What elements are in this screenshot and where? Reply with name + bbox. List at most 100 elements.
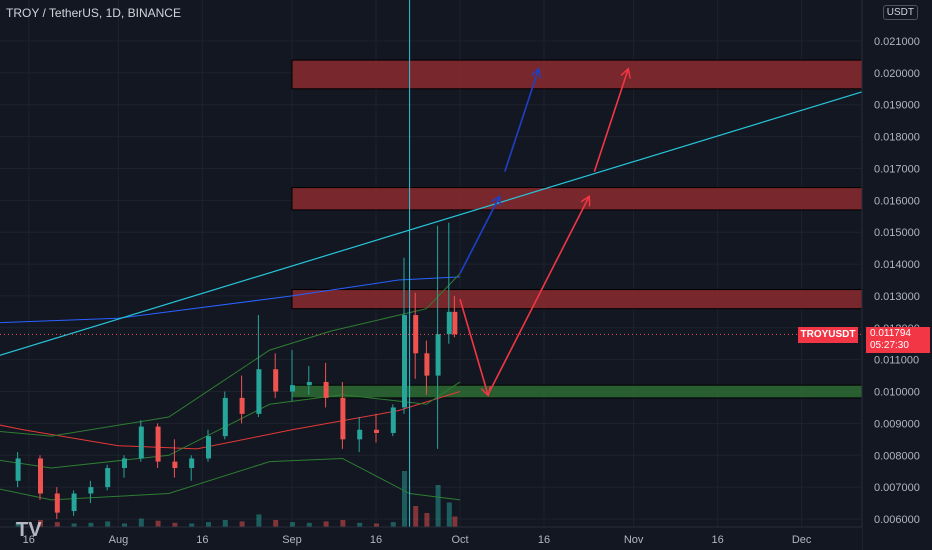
- candle-body: [172, 461, 178, 469]
- y-tick-label: 0.014000: [874, 259, 920, 271]
- currency-button[interactable]: USDT: [882, 5, 918, 20]
- y-tick-label: 0.008000: [874, 450, 920, 462]
- volume-bar: [446, 502, 452, 527]
- candle-body: [155, 426, 161, 462]
- volume-bar: [105, 521, 111, 527]
- volume-bar: [424, 513, 430, 527]
- volume-bar: [222, 520, 228, 527]
- volume-bar: [138, 518, 144, 527]
- volume-bar: [413, 506, 419, 527]
- resistance-zone: [291, 59, 863, 90]
- volume-bar: [273, 520, 279, 527]
- y-tick-label: 0.021000: [874, 36, 920, 48]
- candle-body: [206, 436, 211, 459]
- candle-body: [222, 397, 228, 437]
- candle-body: [88, 487, 94, 494]
- x-tick-label: 16: [711, 534, 723, 546]
- candle-body: [189, 458, 195, 469]
- resistance-zone: [291, 187, 863, 211]
- volume-bar: [88, 522, 94, 527]
- tradingview-logo-icon: TV: [16, 519, 42, 541]
- moving-average-line: [0, 276, 461, 324]
- candle-body: [122, 458, 127, 469]
- x-tick-label: Oct: [451, 534, 468, 546]
- candle-body: [452, 311, 458, 335]
- volume-bar: [38, 520, 43, 527]
- y-tick-label: 0.013000: [874, 291, 920, 303]
- volume-bar: [452, 516, 458, 527]
- x-tick-label: 16: [196, 534, 208, 546]
- x-tick-label: Aug: [109, 534, 129, 546]
- volume-bar: [172, 522, 178, 527]
- projection-arrow: [504, 70, 539, 172]
- candle-body: [357, 429, 363, 440]
- x-tick-label: Nov: [624, 534, 644, 546]
- x-tick-label: 16: [538, 534, 550, 546]
- resistance-zone: [291, 289, 863, 310]
- y-tick-label: 0.017000: [874, 163, 920, 175]
- volume-bar: [122, 523, 127, 527]
- volume-bar: [256, 514, 262, 527]
- candle-body: [273, 369, 279, 392]
- volume-bar: [374, 523, 379, 527]
- last-price-value: 0.011794: [870, 328, 911, 339]
- y-tick-label: 0.009000: [874, 418, 920, 430]
- x-tick-label: Dec: [792, 534, 812, 546]
- volume-bar: [306, 522, 312, 527]
- y-tick-label: 0.010000: [874, 387, 920, 399]
- projection-arrow: [459, 298, 488, 395]
- projection-arrow: [593, 70, 628, 172]
- y-tick-label: 0.019000: [874, 100, 920, 112]
- volume-bar: [54, 522, 60, 527]
- y-tick-label: 0.018000: [874, 132, 920, 144]
- price-axis-panel: [862, 0, 932, 550]
- volume-bar: [155, 520, 161, 527]
- y-tick-label: 0.020000: [874, 68, 920, 80]
- x-tick-label: 16: [23, 534, 35, 546]
- volume-bar: [239, 521, 245, 527]
- support-zone: [291, 384, 863, 399]
- candle-body: [424, 353, 430, 376]
- candle-body: [323, 381, 329, 398]
- volume-bar: [189, 523, 195, 527]
- candle-body: [306, 381, 312, 386]
- candle-body: [256, 369, 262, 414]
- candle-body: [340, 397, 346, 440]
- time-axis-panel: [0, 527, 862, 550]
- volume-bar: [340, 520, 346, 527]
- symbol-price-label: TROYUSDT: [798, 327, 858, 343]
- volume-bar: [402, 471, 407, 527]
- volume-bar: [206, 522, 211, 527]
- candle-body: [138, 426, 144, 459]
- y-tick-label: 0.015000: [874, 227, 920, 239]
- candle-body: [15, 458, 21, 481]
- candle-body: [239, 397, 245, 414]
- candle-body: [446, 311, 452, 335]
- candle-body: [390, 407, 396, 433]
- volume-bar: [71, 523, 77, 527]
- y-tick-label: 0.006000: [874, 514, 920, 526]
- volume-bar: [390, 522, 396, 527]
- candle-body: [374, 429, 379, 433]
- candle-body: [290, 385, 295, 392]
- last-price-label: 0.011794 05:27:30: [866, 327, 930, 353]
- bar-countdown: 05:27:30: [870, 340, 909, 351]
- moving-average-line: [0, 381, 461, 469]
- projection-arrow: [459, 197, 499, 274]
- x-tick-label: Sep: [282, 534, 302, 546]
- moving-average-line: [0, 391, 461, 450]
- volume-bar: [290, 522, 295, 527]
- candle-body: [105, 468, 111, 488]
- ascending-trendline: [0, 84, 886, 356]
- volume-bar: [15, 522, 21, 527]
- chart-title: TROY / TetherUS, 1D, BINANCE: [6, 6, 181, 20]
- volume-bar: [323, 521, 329, 527]
- moving-average-line: [0, 273, 461, 437]
- candle-body: [38, 458, 43, 494]
- x-tick-label: 16: [370, 534, 382, 546]
- y-tick-label: 0.011000: [874, 355, 919, 367]
- volume-bar: [435, 485, 441, 527]
- candle-body: [413, 315, 419, 354]
- candle-body: [435, 334, 441, 376]
